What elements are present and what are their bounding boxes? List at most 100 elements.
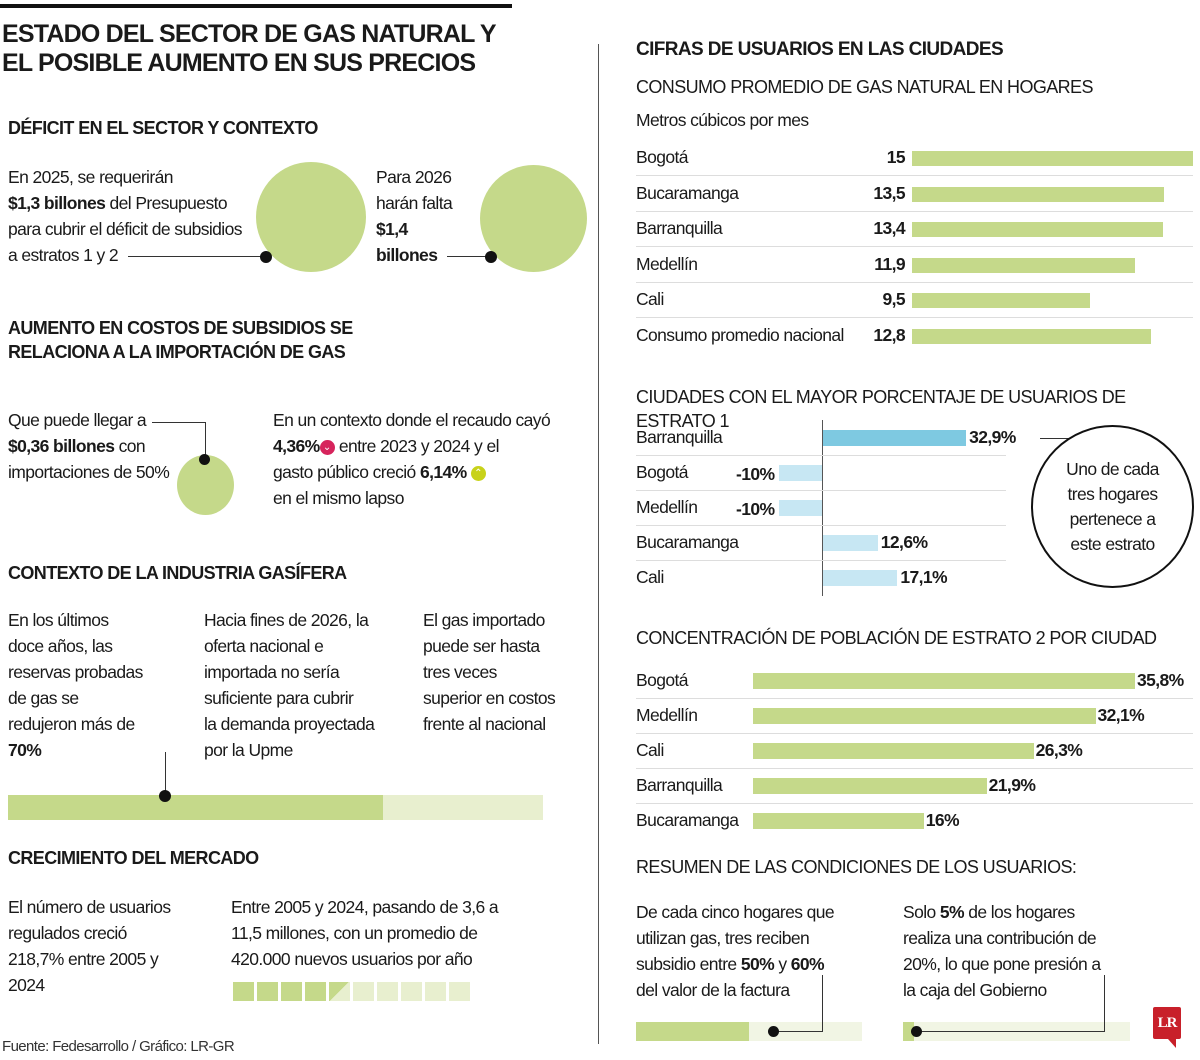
bar-category-label: Barranquilla (636, 775, 723, 795)
bar (912, 293, 1090, 308)
row-separator (636, 768, 1193, 769)
resumen-right-text: Solo 5% de los hogares realiza una contr… (903, 899, 1101, 1003)
text-line: regulados creció (8, 923, 127, 943)
title-line-2: EL POSIBLE AUMENTO EN SUS PRECIOS (2, 49, 476, 77)
bar-category-label: Bucaramanga (636, 183, 739, 203)
import-cost-amount: $0,36 billones (8, 436, 115, 456)
title-line-1: ESTADO DEL SECTOR DE GAS NATURAL Y (2, 20, 497, 48)
bar (778, 500, 822, 516)
text-line: 2024 (8, 975, 45, 995)
text-line: doce años, las (8, 636, 113, 656)
row-separator (636, 211, 1193, 212)
connector-dot (199, 454, 210, 465)
bar (778, 465, 822, 481)
text-line: Uno de cada (1066, 458, 1159, 479)
connector-line (165, 752, 166, 796)
connector-dot (911, 1026, 922, 1037)
text-line: Que puede llegar a (8, 410, 147, 430)
reserves-drop-value: 70% (8, 740, 42, 760)
text-line: redujeron más de (8, 714, 135, 734)
deficit-heading: DÉFICIT EN EL SECTOR Y CONTEXTO (8, 118, 318, 138)
bar-value-label: 17,1% (900, 567, 947, 587)
bar-value-label: 9,5 (882, 289, 905, 309)
text-line: con (114, 436, 146, 456)
user-square (353, 982, 374, 1001)
bar (823, 570, 898, 586)
bar-category-label: Bucaramanga (636, 810, 739, 830)
bar-value-label: 12,8 (873, 325, 905, 345)
bar (912, 187, 1165, 202)
row-separator (636, 282, 1193, 283)
bar-category-label: Bogotá (636, 462, 688, 482)
bar-category-label: Consumo promedio nacional (636, 325, 844, 345)
bar (823, 535, 878, 551)
text-line: entre 2023 y 2024 y el (334, 436, 500, 456)
lr-logo-tail (1168, 1039, 1176, 1048)
right-heading: CIFRAS DE USUARIOS EN LAS CIUDADES (636, 39, 1004, 60)
text-line: frente al nacional (423, 714, 546, 734)
bar-value-label: 32,9% (969, 427, 1016, 447)
user-square (449, 982, 470, 1001)
top-rule (0, 4, 512, 8)
text-line: para cubrir el déficit de subsidios (8, 219, 242, 239)
text-line: tres hogares (1067, 483, 1158, 504)
chart-3-title: CONCENTRACIÓN DE POBLACIÓN DE ESTRATO 2 … (636, 628, 1157, 648)
user-square (377, 982, 398, 1001)
user-square (329, 982, 350, 1001)
subsidy-min-value: 50% (740, 954, 775, 974)
bar-category-label: Cali (636, 740, 664, 760)
connector-dot (768, 1026, 779, 1037)
chart-1-title: CONSUMO PROMEDIO DE GAS NATURAL EN HOGAR… (636, 77, 1093, 97)
text-line: El número de usuarios (8, 897, 171, 917)
connector-dot (159, 790, 171, 802)
industria-heading: CONTEXTO DE LA INDUSTRIA GASÍFERA (8, 563, 347, 583)
text-line: Solo (903, 902, 940, 922)
subsidy-progress-bar (636, 1022, 862, 1041)
row-separator (636, 175, 1193, 176)
text-line: la caja del Gobierno (903, 980, 1047, 1000)
bar (753, 778, 987, 794)
text-line: 218,7% entre 2005 y (8, 949, 159, 969)
bar (823, 430, 967, 446)
deficit-2026-amount: $1,4 (376, 219, 408, 239)
text-line: reservas probadas (8, 662, 143, 682)
bar-category-label: Cali (636, 567, 664, 587)
user-square (281, 982, 302, 1001)
resumen-heading: RESUMEN DE LAS CONDICIONES DE LOS USUARI… (636, 857, 1077, 877)
estrato-1-note-circle: Uno de cada tres hogares pertenece a est… (1031, 425, 1194, 588)
text-line: realiza una contribución de (903, 928, 1097, 948)
aumento-left-text: Que puede llegar a $0,36 billones con im… (8, 407, 170, 485)
import-cost-circle (177, 455, 234, 515)
bar-value-label: 35,8% (1136, 670, 1184, 690)
bar-value-label: 11,9 (874, 254, 905, 274)
text-line: superior en costos (423, 688, 556, 708)
connector-line (205, 422, 206, 460)
contribution-value: 5% (939, 902, 965, 922)
aumento-right-text: En un contexto donde el recaudo cayó 4,3… (273, 407, 551, 511)
bar (912, 151, 1193, 166)
logo-text: LR (1157, 1015, 1178, 1031)
bar-value-label: 15 (886, 147, 906, 167)
bar-category-label: Bogotá (636, 670, 688, 690)
chart-2-title: CIUDADES CON EL MAYOR PORCENTAJE DE USUA… (636, 387, 1126, 431)
page-title: ESTADO DEL SECTOR DE GAS NATURAL Y EL PO… (2, 20, 497, 78)
resumen-left-text: De cada cinco hogares que utilizan gas, … (636, 899, 835, 1003)
bar (753, 673, 1135, 689)
deficit-2026-text: Para 2026 harán falta $1,4 billones (376, 164, 453, 268)
text-line: importada no sería (204, 662, 340, 682)
aumento-heading: AUMENTO EN COSTOS DE SUBSIDIOS SE RELACI… (8, 316, 353, 364)
text-line: la demanda proyectada (204, 714, 375, 734)
mercado-right-text: Entre 2005 y 2024, pasando de 3,6 a 11,5… (231, 894, 499, 972)
text-line: en el mismo lapso (273, 488, 404, 508)
bar-category-label: Barranquilla (636, 427, 723, 447)
user-square (401, 982, 422, 1001)
gasto-growth-value: 6,14% (419, 462, 467, 482)
row-separator (636, 525, 1006, 526)
row-separator (636, 246, 1193, 247)
bar-category-label: Bucaramanga (636, 532, 739, 552)
recaudo-drop-value: 4,36% (273, 436, 320, 456)
bar-category-label: Medellín (636, 497, 698, 517)
text-line: gasto público creció (273, 462, 420, 482)
text-line: utilizan gas, tres reciben (636, 928, 810, 948)
bar (912, 222, 1163, 237)
